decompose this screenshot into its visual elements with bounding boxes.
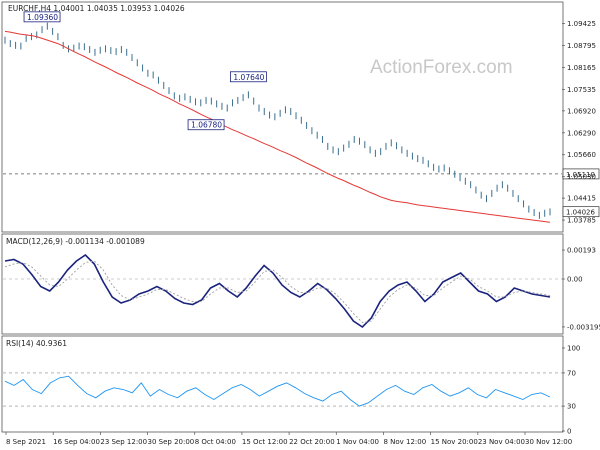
x-tick-label: 1 Nov 04:00 <box>336 438 379 446</box>
x-tick-label: 16 Sep 04:00 <box>53 438 100 446</box>
macd-panel-frame <box>1 233 564 335</box>
rsi-tick-label: 0 <box>567 428 571 436</box>
price-tick-label: 1.04415 <box>567 195 596 203</box>
price-ma-line <box>4 30 551 223</box>
rsi-tick-label: 30 <box>567 403 576 411</box>
macd-tick-label: 0.00193 <box>567 247 596 255</box>
price-tick-label: 1.08165 <box>567 64 596 72</box>
rsi-tick-label: 70 <box>567 369 576 377</box>
annotation-label-0: 1.09360 <box>27 13 58 22</box>
price-tick-label: 1.06920 <box>567 107 596 115</box>
macd-line <box>4 253 551 329</box>
price-tick-label: 1.07535 <box>567 86 596 94</box>
price-series-layer: 1.09360 1.07640 1.06780 <box>3 11 562 223</box>
price-panel-frame <box>1 1 564 233</box>
watermark: ActionForex.com <box>370 57 513 78</box>
annotation-box-0 <box>23 11 61 23</box>
annotation-box-2 <box>187 119 225 131</box>
rsi-panel-frame <box>1 335 564 433</box>
price-header: EURCHF,H4 1.04001 1.04035 1.03953 1.0402… <box>8 4 185 13</box>
x-tick-label: 8 Sep 2021 <box>6 438 46 446</box>
rsi-series-layer <box>3 372 562 407</box>
macd-header: MACD(12,26,9) -0.001134 -0.001089 <box>6 237 145 246</box>
annotation-label-2: 1.06780 <box>191 121 222 130</box>
macd-tick-label: -0.003195 <box>567 323 600 331</box>
price-tick-label: 1.05030 <box>567 173 596 181</box>
rsi-tick-label: 100 <box>567 345 580 353</box>
level-label-1: 1.04026 <box>566 209 595 217</box>
macd-tick-label: 0.00 <box>567 276 583 284</box>
macd-signal-line <box>4 260 551 323</box>
x-tick-label: 15 Oct 12:00 <box>242 438 288 446</box>
level-box-0 <box>562 168 600 180</box>
rsi-header: RSI(14) 40.9361 <box>6 339 67 348</box>
annotation-label-1: 1.07640 <box>233 73 264 82</box>
price-tick-label: 1.05660 <box>567 151 596 159</box>
x-tick-label: 30 Sep 20:00 <box>148 438 195 446</box>
macd-series-layer <box>3 253 562 329</box>
rsi-line <box>4 375 551 407</box>
price-tick-label: 1.06290 <box>567 129 596 137</box>
x-tick-label: 8 Nov 12:00 <box>383 438 426 446</box>
level-box-1 <box>562 206 600 218</box>
axis-layer: 1.05110 1.04026 1.09425 1.08795 1.08165 1.075… <box>5 20 600 446</box>
level-label-0: 1.05110 <box>566 171 595 179</box>
price-tick-label: 1.09425 <box>567 20 596 28</box>
x-tick-label: 23 Nov 04:00 <box>478 438 525 446</box>
x-tick-label: 8 Oct 04:00 <box>195 438 236 446</box>
price-tick-label: 1.03785 <box>567 217 596 225</box>
annotation-box-1 <box>229 71 267 83</box>
x-tick-label: 15 Nov 20:00 <box>431 438 478 446</box>
x-tick-label: 23 Sep 12:00 <box>100 438 147 446</box>
x-tick-label: 30 Nov 12:00 <box>525 438 572 446</box>
x-tick-label: 22 Oct 20:00 <box>289 438 335 446</box>
price-tick-label: 1.08795 <box>567 42 596 50</box>
